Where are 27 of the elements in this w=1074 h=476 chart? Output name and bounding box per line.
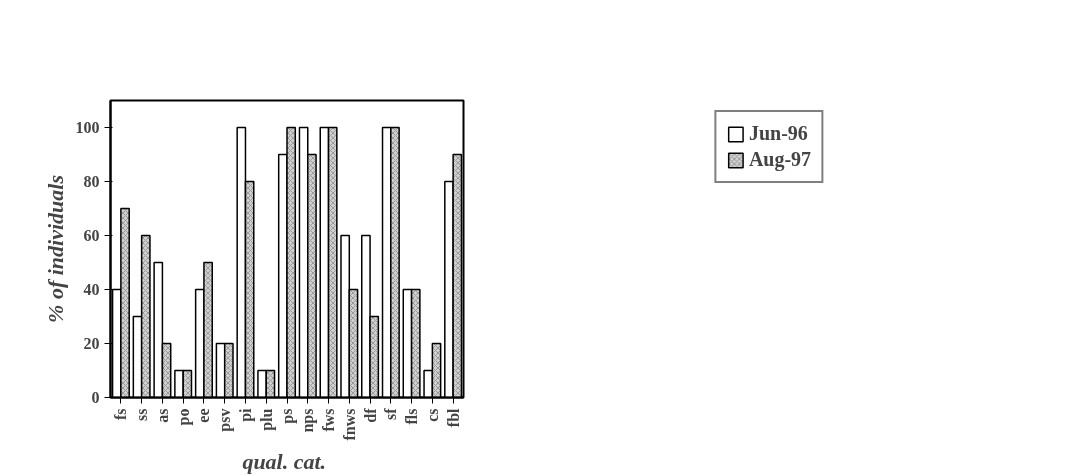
x-tick-label: fls (403, 408, 421, 425)
y-tick-label: 80 (83, 173, 100, 190)
x-tick-label: po (174, 408, 193, 426)
y-tick-label: 20 (83, 335, 100, 352)
x-tick-label: fbl (444, 407, 462, 428)
x-tick-label: df (361, 407, 379, 423)
x-tick-label: cs (423, 408, 441, 422)
x-tick-label: pi (236, 407, 255, 422)
y-tick-label: 40 (83, 281, 100, 298)
legend-label: Jun-96 (748, 122, 808, 145)
x-axis-title: qual. cat. (242, 448, 327, 474)
x-tick-label: plu (257, 408, 276, 431)
y-tick-label: 60 (83, 227, 100, 244)
x-tick-label: as (153, 408, 171, 423)
y-axis-title: % of individuals (42, 175, 68, 323)
legend-label: Aug-97 (748, 148, 812, 171)
x-tick-label: sf (382, 407, 400, 421)
x-tick-label: ee (195, 408, 213, 423)
x-tick-label: ps (278, 408, 297, 424)
y-tick-label: 0 (91, 389, 100, 406)
x-tick-label: fs (112, 408, 130, 421)
y-tick-label: 100 (75, 119, 100, 136)
x-tick-label: fws (320, 408, 338, 432)
x-tick-label: fnws (340, 408, 358, 441)
x-tick-label: ss (133, 408, 151, 421)
x-tick-label: nps (299, 408, 318, 433)
x-tick-label: psv (216, 408, 235, 432)
